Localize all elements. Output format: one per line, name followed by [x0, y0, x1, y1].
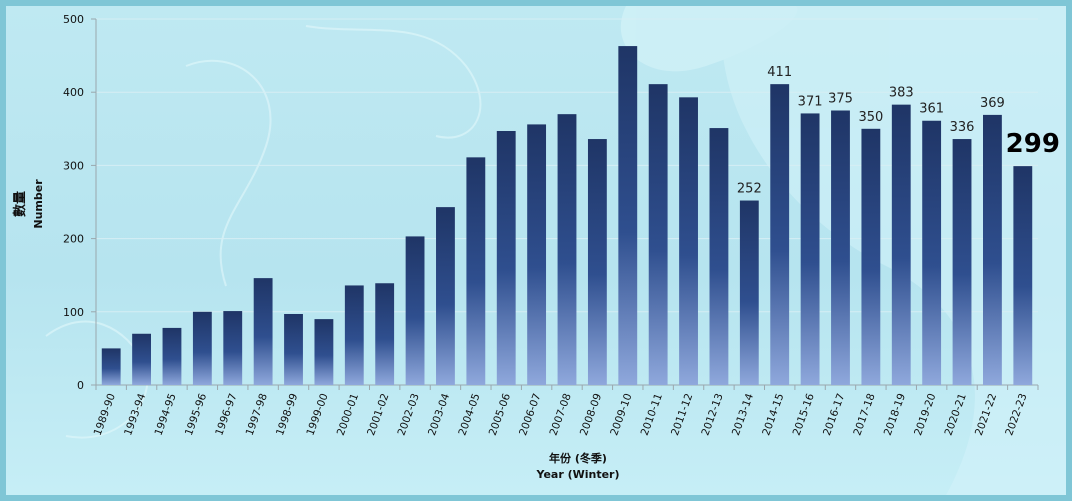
y-tick-label: 500	[63, 13, 84, 26]
y-tick-label: 300	[63, 159, 84, 172]
x-tick-label: 2013-14	[730, 392, 756, 438]
x-tick-label: 2017-18	[851, 392, 877, 437]
bar-2013-14	[739, 200, 759, 385]
y-tick-label: 400	[63, 86, 84, 99]
bar-2018-19	[891, 104, 911, 386]
bar-2015-16	[800, 113, 820, 385]
bar-1998-99	[284, 313, 303, 385]
bar-2017-18	[861, 128, 881, 386]
data-label: 336	[950, 120, 975, 135]
bars	[101, 46, 1033, 386]
y-axis-title-cn: 數量	[12, 191, 28, 217]
x-tick-label: 2020-21	[943, 392, 969, 437]
bar-1994-95	[162, 327, 182, 385]
bar-2009-10	[618, 46, 638, 386]
bar-2016-17	[831, 110, 850, 385]
x-tick-label: 1999-00	[304, 392, 330, 437]
x-tick-label: 2019-20	[912, 392, 938, 437]
x-tick-label: 1994-95	[153, 392, 179, 437]
bar-2022-23	[1013, 166, 1033, 385]
x-tick-label: 1997-98	[244, 392, 270, 437]
bar-1993-94	[132, 333, 152, 385]
data-label: 369	[980, 96, 1005, 111]
y-tick-labels: 0 100 200 300 400 500	[63, 13, 84, 392]
bar-2004-05	[466, 157, 486, 385]
data-label: 299	[1006, 129, 1060, 159]
data-label: 361	[919, 102, 944, 117]
bar-2001-02	[375, 283, 395, 385]
data-label: 371	[798, 94, 823, 109]
x-tick-label: 2005-06	[487, 392, 513, 438]
bar-2014-15	[770, 84, 790, 385]
data-label: 375	[828, 92, 853, 107]
x-tick-labels: 1989-90 1993-94 1994-95 1995-96 1996-97 1997-…	[92, 392, 1030, 438]
x-tick-label: 1996-97	[213, 392, 239, 437]
x-tick-label: 2003-04	[426, 392, 452, 438]
x-tick-label: 2009-10	[608, 392, 634, 437]
x-tick-label: 2000-01	[335, 392, 361, 437]
data-label: 252	[737, 182, 762, 197]
bar-2006-07	[527, 124, 547, 386]
x-axis-title: Year (Winter)	[535, 468, 619, 481]
bar-2012-13	[709, 128, 729, 385]
x-tick-label: 2011-12	[669, 392, 695, 437]
x-tick-label: 2006-07	[517, 392, 543, 437]
bar-1997-98	[253, 278, 273, 385]
x-tick-label: 2002-03	[396, 392, 422, 437]
x-tick-label: 2007-08	[548, 392, 574, 437]
bar-2005-06	[496, 130, 516, 385]
x-tick-label: 2004-05	[456, 392, 482, 437]
x-tick-label: 1995-96	[183, 392, 209, 438]
x-tick-label: 2014-15	[760, 392, 786, 437]
x-tick-label: 2001-02	[365, 392, 391, 437]
bar-2019-20	[922, 120, 942, 386]
bar-1996-97	[223, 311, 243, 385]
bar-2021-22	[982, 114, 1002, 385]
x-tick-label: 2010-11	[639, 392, 665, 437]
x-axis-title-cn: 年份 (冬季)	[549, 451, 607, 465]
y-tick-label: 200	[63, 233, 84, 246]
x-tick-label: 2008-09	[578, 392, 604, 437]
bar-2010-11	[648, 84, 668, 385]
data-label: 383	[889, 86, 914, 101]
data-label: 350	[858, 110, 883, 125]
x-tick-label: 2016-17	[821, 392, 847, 437]
bar-1989-90	[101, 348, 121, 385]
y-axis-title: Number	[32, 179, 45, 229]
x-tick-label: 2012-13	[699, 392, 725, 437]
data-label: 411	[767, 65, 792, 80]
x-tick-label: 1993-94	[122, 392, 148, 438]
bar-2008-09	[587, 139, 607, 385]
bar-1999-00	[314, 319, 334, 385]
x-tick-label: 2015-16	[791, 392, 817, 438]
bar-2003-04	[436, 207, 455, 385]
x-tick-label: 2018-19	[882, 392, 908, 437]
x-tick-label: 1998-99	[274, 392, 300, 437]
bar-2002-03	[405, 236, 425, 385]
bar-1995-96	[192, 311, 212, 385]
bar-2007-08	[557, 114, 577, 385]
data-labels: 252 411 371 375 350 383 361 336 369 299	[737, 65, 1060, 196]
bar-2020-21	[952, 139, 972, 385]
bar-2000-01	[344, 285, 364, 385]
bar-chart: 252 411 371 375 350 383 361 336 369 299 0 100 200 30…	[12, 6, 1066, 495]
y-tick-label: 0	[77, 379, 84, 392]
bar-2011-12	[679, 97, 698, 385]
y-tick-label: 100	[63, 306, 84, 319]
